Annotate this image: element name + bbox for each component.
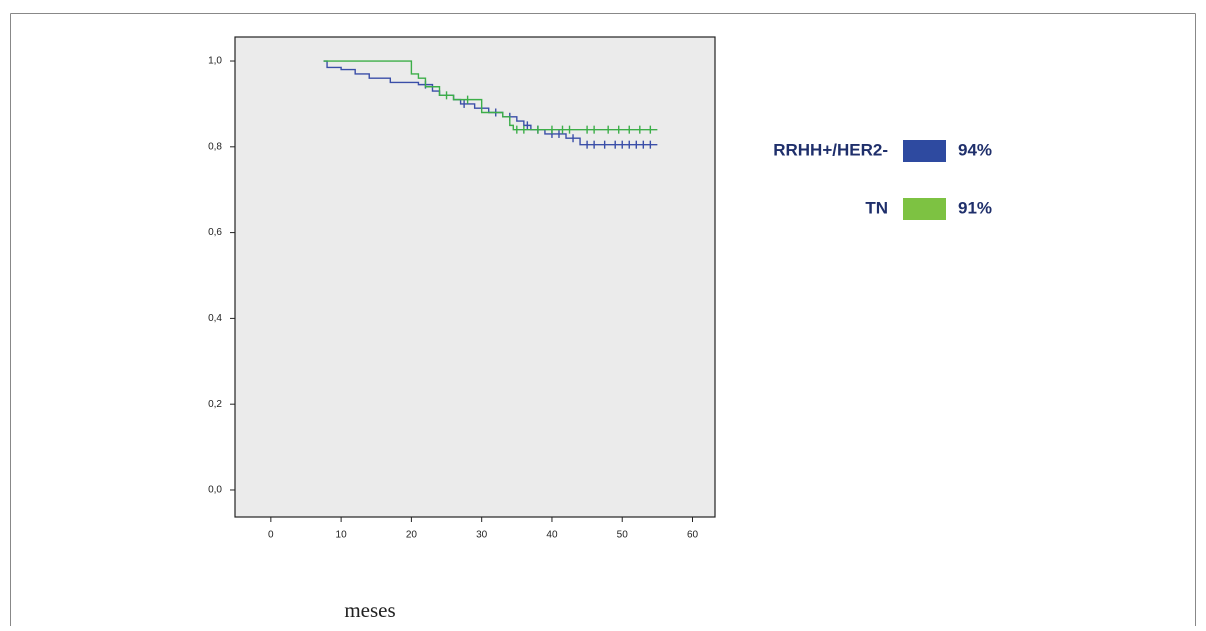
legend-swatch <box>903 198 946 220</box>
y-tick-label: 1,0 <box>208 56 222 67</box>
y-tick-label: 0,2 <box>208 399 222 410</box>
legend-label: TN <box>865 198 888 217</box>
x-tick-label: 0 <box>268 530 274 541</box>
legend-summary: 91% <box>958 198 992 217</box>
x-tick-label: 10 <box>336 530 348 541</box>
x-tick-label: 60 <box>687 530 699 541</box>
legend-summary: 94% <box>958 140 992 159</box>
legend-label: RRHH+/HER2- <box>773 140 888 159</box>
y-tick-label: 0,0 <box>208 485 222 496</box>
y-tick-label: 0,6 <box>208 227 222 238</box>
legend-swatch <box>903 140 946 162</box>
x-tick-label: 40 <box>546 530 558 541</box>
x-axis-label: meses <box>344 598 395 622</box>
plot-area <box>234 36 716 518</box>
x-tick-label: 50 <box>617 530 629 541</box>
x-tick-label: 30 <box>476 530 488 541</box>
survival-curve <box>323 60 658 131</box>
x-tick-label: 20 <box>406 530 418 541</box>
y-tick-label: 0,8 <box>208 141 222 152</box>
y-tick-label: 0,4 <box>208 313 222 324</box>
